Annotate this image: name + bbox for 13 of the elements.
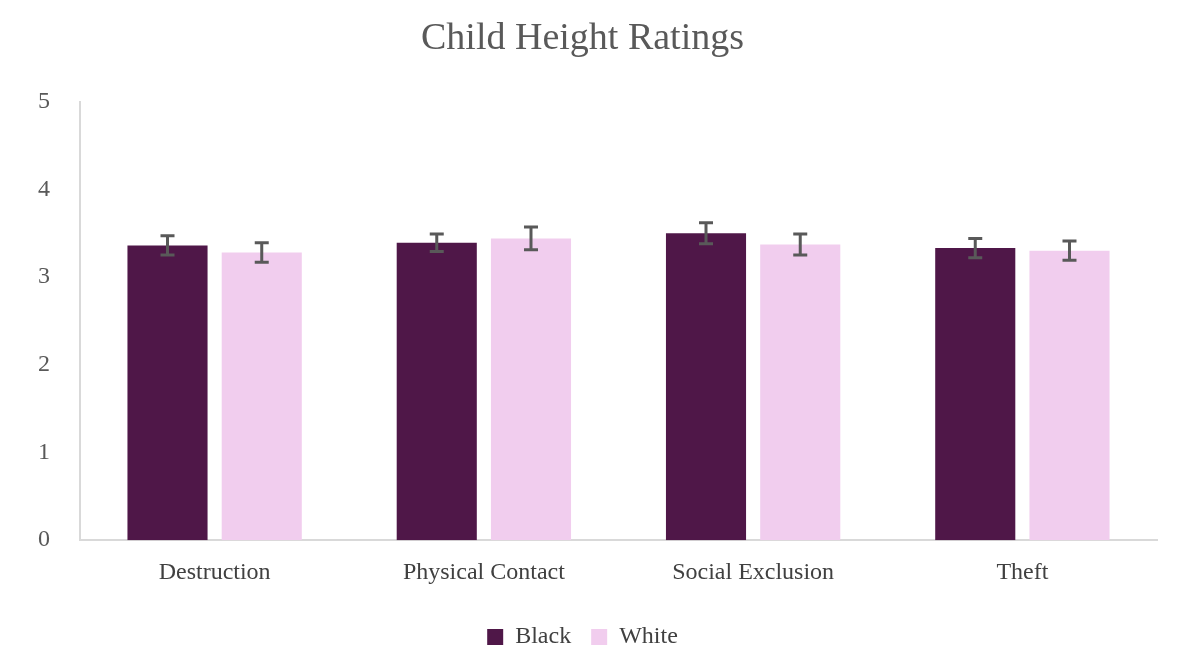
x-tick-label: Physical Contact	[402, 557, 566, 584]
x-tick-label: Social Exclusion	[672, 557, 835, 584]
legend-label: Black	[515, 622, 572, 649]
y-tick-label: 3	[38, 262, 50, 289]
y-tick-label: 4	[38, 174, 50, 201]
x-tick-label: Destruction	[158, 557, 271, 584]
legend-label: White	[619, 622, 678, 649]
x-tick-label: Theft	[996, 557, 1049, 584]
y-tick-label: 0	[38, 525, 50, 552]
y-tick-label: 5	[38, 86, 50, 113]
y-tick-label: 2	[38, 350, 50, 377]
y-tick-label: 1	[38, 437, 50, 464]
chart-title: Child Height Ratings	[421, 14, 744, 57]
